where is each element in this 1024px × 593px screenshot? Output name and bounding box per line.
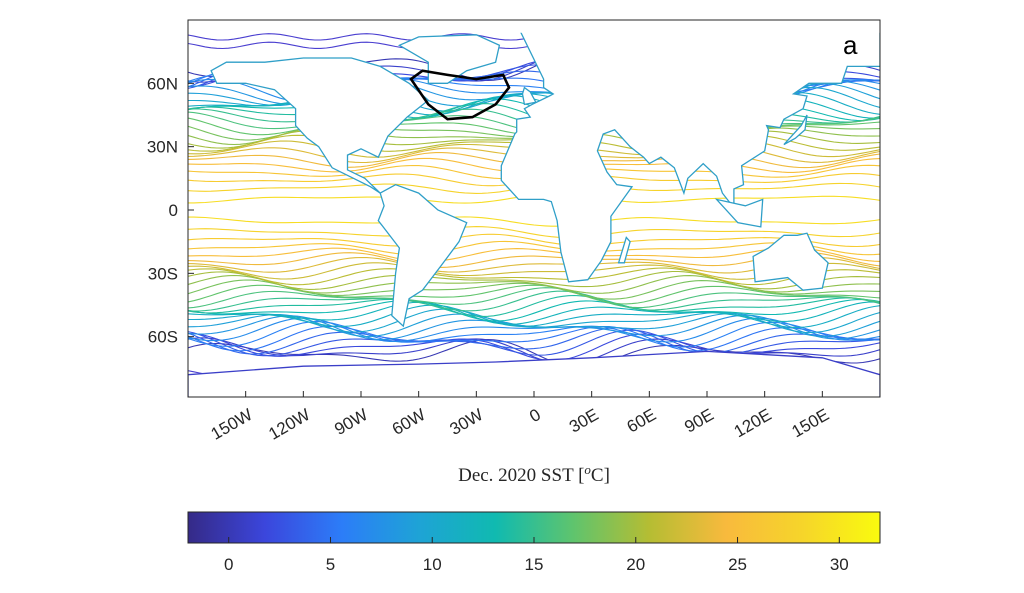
x-tick-label: 30W: [447, 405, 487, 439]
x-tick-label: 0: [526, 405, 544, 426]
contour-line: [188, 337, 880, 365]
continents: [188, 20, 880, 397]
contour-line: [188, 216, 880, 227]
contour-line: [188, 233, 880, 248]
contour-line: [188, 332, 880, 362]
landmass-australia: [752, 232, 829, 291]
x-tick-label: 30E: [566, 405, 602, 437]
landmass-madagascar: [617, 236, 631, 264]
x-tick-label: 150E: [788, 405, 832, 441]
colorbar: 0 5 10 15 20 25 30: [187, 511, 881, 574]
y-tick-label: 0: [169, 201, 178, 220]
contour-line: [188, 327, 880, 355]
contour-line: [188, 267, 880, 286]
landmass-north-america: [210, 57, 430, 194]
colorbar-tick-label: 15: [525, 555, 544, 574]
contour-line: [188, 226, 880, 239]
landmass-arctic: [188, 20, 880, 33]
landmass-borneo-sumatra: [714, 198, 764, 228]
landmass-afro-eurasia: [500, 20, 880, 283]
y-axis-ticks: 60N 30N 0 30S 60S: [147, 74, 194, 347]
colorbar-tick-label: 0: [224, 555, 233, 574]
y-tick-label: 30N: [147, 138, 178, 157]
map-plot-area: a: [187, 19, 881, 398]
x-tick-label: 90W: [331, 405, 371, 439]
y-tick-label: 60N: [147, 74, 178, 93]
contour-line: [188, 304, 880, 328]
y-tick-label: 60S: [148, 328, 178, 347]
landmass-antarctica: [188, 350, 880, 397]
contour-line: [188, 301, 880, 325]
x-axis-ticks: 150W 120W 90W 60W 30W 0 30E 60E 90E 120E 150E: [208, 391, 832, 444]
colorbar-tick-label: 10: [423, 555, 442, 574]
contour-line: [188, 325, 880, 352]
x-tick-label: 120W: [265, 405, 313, 444]
contour-line: [188, 290, 880, 312]
north-atlantic-highlight-outline: [409, 69, 511, 121]
x-tick-label: 60E: [624, 405, 660, 437]
contour-line: [188, 240, 880, 256]
contour-line: [188, 329, 880, 357]
landmass-great-britain: [521, 86, 537, 106]
colorbar-tick-label: 20: [626, 555, 645, 574]
y-tick-label: 30S: [148, 264, 178, 283]
x-tick-label: 120E: [731, 405, 775, 441]
contour-line: [188, 294, 880, 317]
contour-line: [188, 270, 880, 290]
panel-label: a: [843, 30, 858, 60]
colorbar-tick-label: 30: [830, 555, 849, 574]
contour-line: [188, 298, 880, 322]
landmass-south-america: [377, 183, 468, 328]
x-tick-label: 150W: [208, 405, 256, 444]
contour-line: [188, 287, 880, 309]
x-tick-label: 90E: [681, 405, 717, 437]
x-axis-label: Dec. 2020 SST [oC]: [458, 462, 610, 486]
contour-line: [188, 274, 880, 294]
colorbar-tick-label: 5: [326, 555, 335, 574]
colorbar-tick-label: 25: [728, 555, 747, 574]
x-tick-label: 60W: [389, 405, 429, 439]
landmass-japan: [783, 114, 808, 146]
